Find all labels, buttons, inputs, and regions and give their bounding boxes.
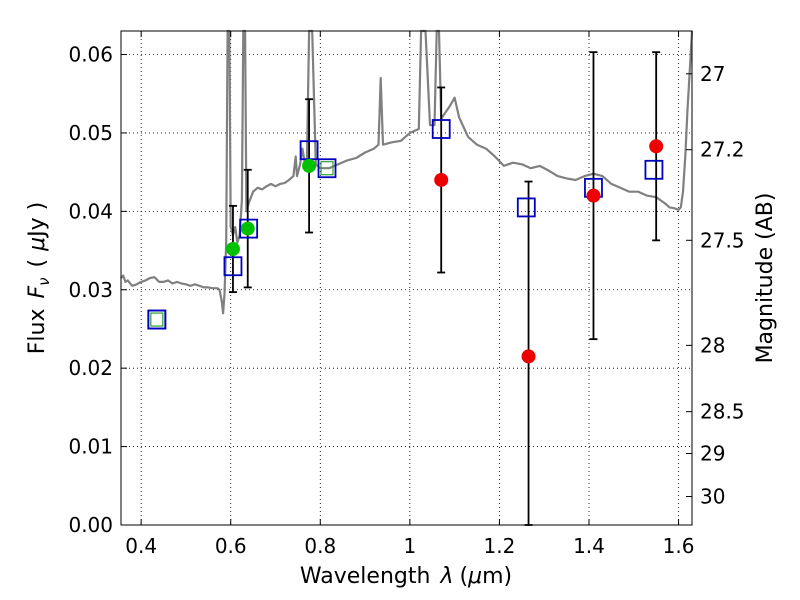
y-tick-label: 0.03 (68, 278, 113, 302)
mag-tick-label: 27 (700, 62, 725, 86)
mag-tick-label: 29 (700, 441, 725, 465)
red-data-point (586, 188, 601, 203)
red-data-point (649, 139, 664, 154)
model-square-marker (516, 197, 536, 218)
inner-square-marker (320, 161, 334, 176)
mag-tick-label: 27.2 (700, 138, 745, 162)
x-tick-label: 1.4 (573, 534, 605, 558)
y-tick-label: 0.01 (68, 435, 113, 459)
model-square-marker (431, 119, 451, 139)
x-tick-label: 1.6 (663, 534, 695, 558)
y-tick-label: 0.06 (68, 43, 113, 67)
x-tick-label: 1.2 (484, 534, 516, 558)
model-square-marker (223, 256, 243, 277)
y-tick-label: 0.04 (68, 199, 113, 223)
axis-ticks: 0.4 0.6 0.8 1 1.2 1.4 1.6 0.00 0.01 0.02 0.03 0.04 0… (68, 31, 745, 558)
x-tick-label: 1 (403, 534, 416, 558)
mag-tick-label: 27.5 (700, 228, 745, 252)
model-square-marker (147, 309, 167, 330)
inner-square-marker (150, 312, 164, 327)
y-tick-label: 0.05 (68, 121, 113, 145)
model-square-marker (317, 158, 337, 179)
y-axis-label: FluxFν(μJy ) (25, 202, 53, 354)
green-data-point (225, 241, 240, 256)
model-square-marker (644, 159, 664, 180)
red-data-point (521, 349, 536, 364)
x-tick-label: 0.8 (304, 534, 336, 558)
red-data-point (434, 172, 449, 187)
mag-tick-label: 30 (700, 485, 725, 509)
plot-frame (120, 30, 693, 526)
model-square-marker (239, 218, 259, 239)
data-markers (147, 119, 664, 364)
x-tick-label: 0.4 (125, 534, 157, 558)
mag-tick-label: 28.5 (700, 400, 745, 424)
x-tick-label: 0.6 (215, 534, 247, 558)
green-data-point (302, 158, 317, 173)
right-axis-label: Magnitude (AB) (753, 193, 778, 364)
x-axis-label: Wavelength λ (μm) (300, 564, 512, 589)
y-tick-label: 0.02 (68, 356, 113, 380)
green-data-point (240, 221, 255, 236)
mag-tick-label: 28 (700, 333, 725, 357)
y-tick-label: 0.00 (68, 513, 113, 537)
